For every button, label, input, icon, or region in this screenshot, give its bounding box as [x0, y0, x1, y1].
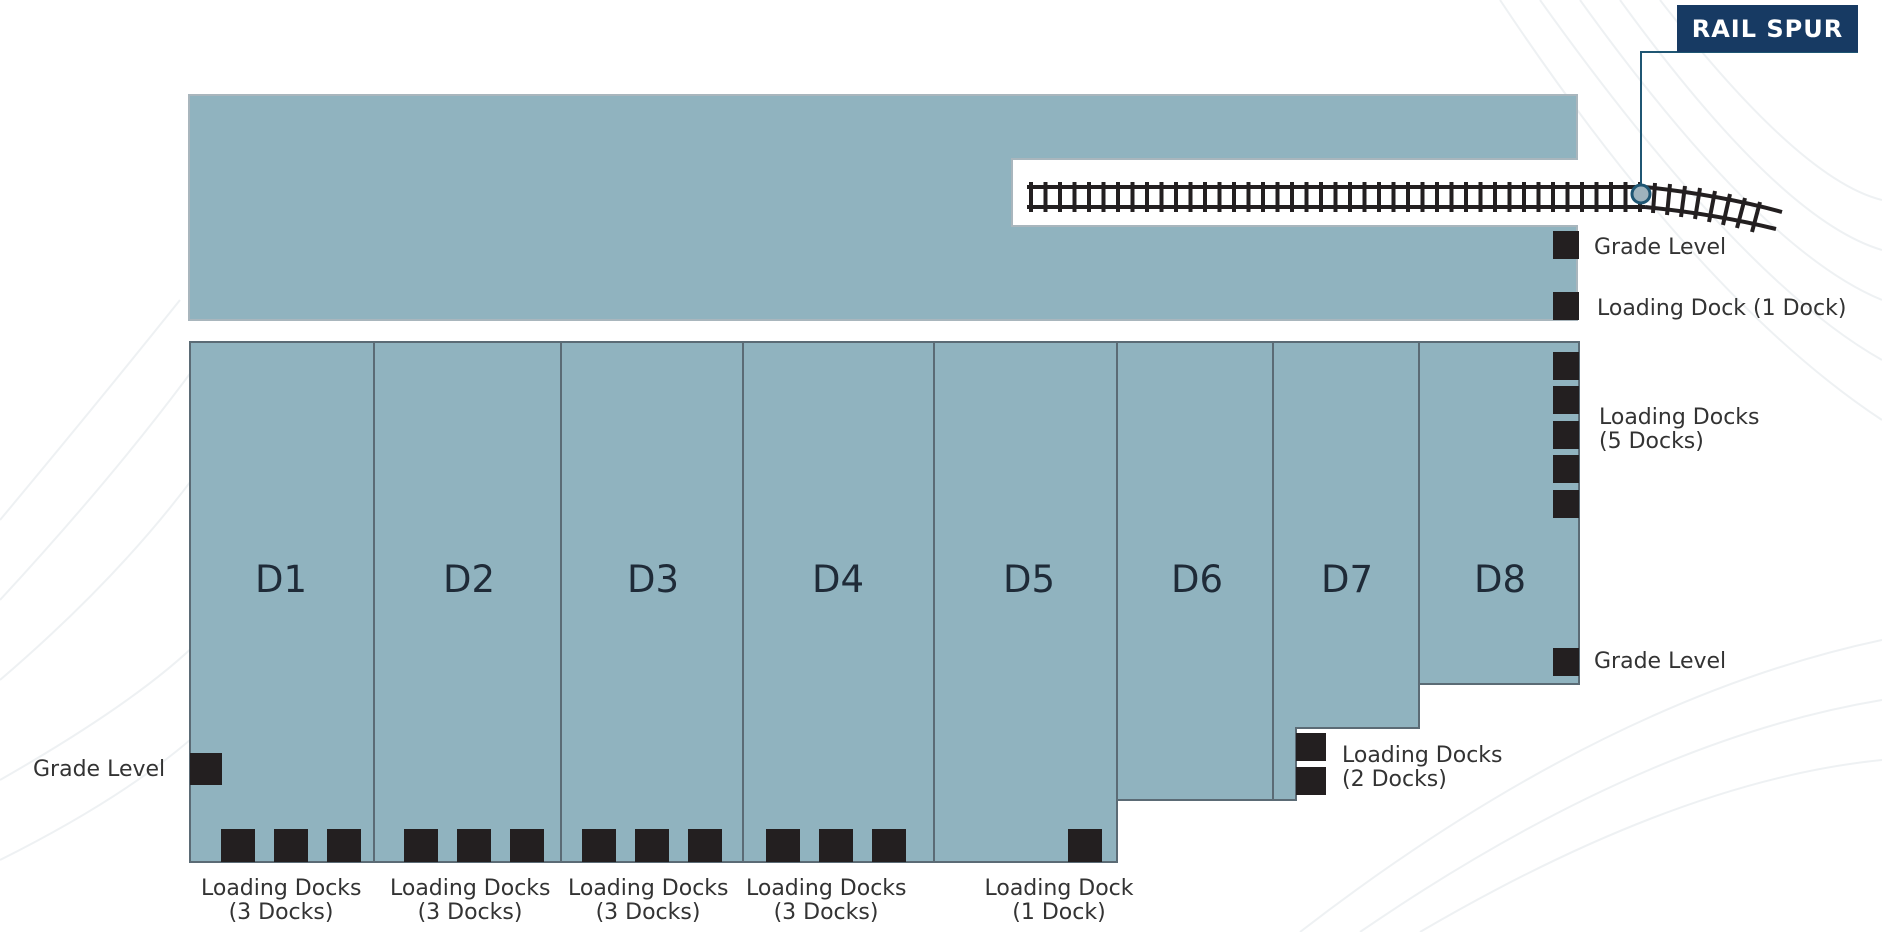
label-line: (2 Docks): [1342, 767, 1447, 792]
label-line: (5 Docks): [1599, 429, 1704, 454]
loading-dock-door: [1553, 421, 1579, 449]
loading-dock-door: [688, 829, 722, 862]
loading-dock-door: [274, 829, 308, 862]
label-line: (3 Docks): [228, 900, 334, 925]
grade-level-label-d8: Grade Level: [1594, 649, 1727, 674]
label-line: (3 Docks): [417, 900, 523, 925]
bottom-dock-label-d5: Loading Dock (1 Dock): [979, 877, 1139, 925]
loading-dock-door: [327, 829, 361, 862]
bottom-dock-label-d4: Loading Docks (3 Docks): [746, 876, 907, 925]
label-line: Loading Docks: [1342, 743, 1503, 768]
top-building: [188, 94, 1578, 321]
loading-dock-door: [1068, 829, 1102, 862]
rail-track: [1027, 182, 1783, 233]
rail-spur-badge: RAIL SPUR: [1677, 5, 1858, 52]
label-line: Loading Docks: [568, 876, 729, 901]
rail-spur-leader: [1640, 51, 1858, 193]
loading-dock-door: [1553, 352, 1579, 380]
loading-dock-label-right: Loading Dock (1 Dock): [1597, 296, 1847, 321]
label-line: (1 Dock): [1012, 900, 1106, 925]
loading-dock-door: [510, 829, 544, 862]
grade-level-door: [1553, 231, 1579, 259]
grade-level-door: [190, 753, 222, 785]
loading-dock-door: [872, 829, 906, 862]
loading-dock-door: [1553, 386, 1579, 414]
unit-label-d5: D5: [1003, 558, 1055, 601]
loading-dock-door: [1296, 733, 1326, 761]
label-line: Loading Dock: [984, 876, 1134, 901]
unit-label-d2: D2: [443, 558, 495, 601]
loading-docks-2-label: Loading Docks (2 Docks): [1342, 744, 1503, 792]
rail-spur-marker: [1630, 183, 1652, 205]
label-line: Loading Docks: [201, 876, 362, 901]
grade-level-label-d1: Grade Level: [33, 757, 166, 782]
loading-dock-door: [1553, 455, 1579, 483]
label-line: Loading Docks: [746, 876, 907, 901]
loading-dock-door: [221, 829, 255, 862]
label-line: Loading Docks: [390, 876, 551, 901]
unit-label-d6: D6: [1171, 558, 1223, 601]
loading-dock-door: [582, 829, 616, 862]
unit-label-d8: D8: [1474, 558, 1526, 601]
unit-label-d3: D3: [627, 558, 679, 601]
grade-level-door: [1553, 648, 1579, 676]
loading-dock-door: [1296, 767, 1326, 795]
bottom-dock-label-d1: Loading Docks (3 Docks): [201, 876, 362, 925]
unit-label-d4: D4: [812, 558, 864, 601]
lower-building: [189, 341, 1580, 863]
unit-label-d1: D1: [255, 558, 307, 601]
bottom-dock-label-d3: Loading Docks (3 Docks): [568, 876, 729, 925]
label-line: (3 Docks): [595, 900, 701, 925]
unit-label-d7: D7: [1321, 558, 1373, 601]
bottom-dock-label-d2: Loading Docks (3 Docks): [390, 876, 551, 925]
grade-level-label-top: Grade Level: [1594, 235, 1727, 260]
loading-dock-door: [1553, 292, 1579, 320]
loading-dock-door: [1553, 490, 1579, 518]
label-line: Loading Docks: [1599, 405, 1760, 430]
loading-dock-door: [766, 829, 800, 862]
unit-dividers: [373, 342, 1420, 862]
loading-dock-door: [635, 829, 669, 862]
loading-dock-door: [404, 829, 438, 862]
loading-dock-door: [457, 829, 491, 862]
loading-dock-door: [819, 829, 853, 862]
label-line: (3 Docks): [773, 900, 879, 925]
loading-docks-5-label: Loading Docks (5 Docks): [1599, 406, 1760, 454]
